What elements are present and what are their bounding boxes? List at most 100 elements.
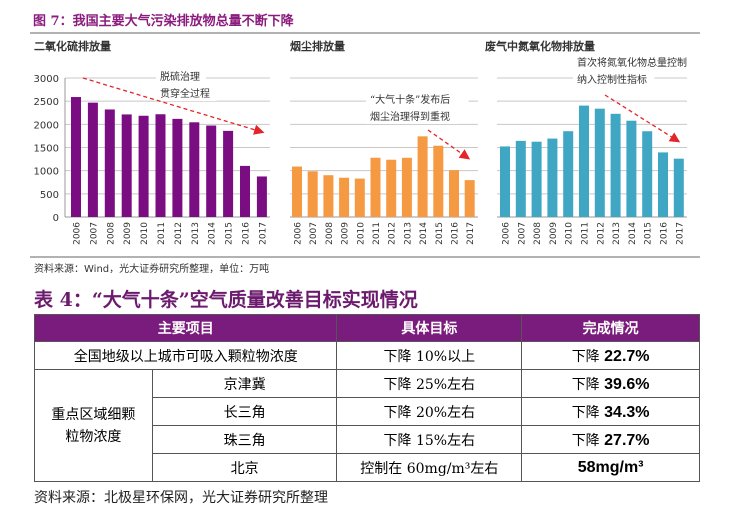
x-tick-label: 2015 <box>435 222 445 245</box>
bar-so2-2008 <box>104 109 115 217</box>
cell-group-label: 重点区域细颗粒物浓度 <box>34 369 153 482</box>
chart-title: 二氧化硫排放量 <box>34 39 111 53</box>
y-tick-label: 2500 <box>34 97 59 108</box>
bar-nox-2016 <box>658 152 668 217</box>
bar-dust-2008 <box>323 175 334 217</box>
x-tick-label: 2010 <box>356 222 366 245</box>
header-result: 完成情况 <box>521 314 700 342</box>
cell-item: 全国地级以上城市可吸入颗粒物浓度 <box>33 341 338 370</box>
x-tick-label: 2006 <box>294 222 304 245</box>
bar-nox-2010 <box>563 131 574 217</box>
x-tick-label: 2010 <box>140 222 150 245</box>
x-tick-label: 2009 <box>341 222 351 245</box>
header-target: 具体目标 <box>336 314 523 342</box>
table-row: 北京 控制在 60mg/m³左右 58mg/m³ <box>35 453 700 482</box>
bar-so2-2011 <box>155 114 166 217</box>
result-value: 39.6% <box>604 375 650 393</box>
bar-so2-2014 <box>206 125 217 217</box>
header-item: 主要项目 <box>33 314 338 342</box>
table-row: 长三角 下降 20%左右 下降 34.3% <box>35 397 700 426</box>
cell-target: 下降 15%左右 <box>336 425 523 454</box>
cell-target: 控制在 60mg/m³左右 <box>336 453 523 482</box>
x-tick-label: 2017 <box>466 222 476 245</box>
cell-result: 下降 39.6% <box>521 369 700 398</box>
table-row: 珠三角 下降 15%左右 下降 27.7% <box>35 425 700 454</box>
result-value: 27.7% <box>604 431 650 449</box>
x-tick-label: 2011 <box>581 222 591 245</box>
cell-result: 下降 22.7% <box>521 341 700 370</box>
cell-target: 下降 25%左右 <box>336 369 523 398</box>
x-tick-label: 2008 <box>106 222 116 245</box>
cell-result: 58mg/m³ <box>521 453 700 482</box>
table-title: 表 4：“大气十条”空气质量改善目标实现情况 <box>34 289 418 311</box>
chart-title: 烟尘排放量 <box>290 39 345 53</box>
result-prefix: 下降 <box>571 376 600 393</box>
bar-nox-2015 <box>642 131 653 217</box>
y-tick-label: 1500 <box>34 144 59 155</box>
trend-arrow <box>604 94 681 143</box>
y-tick-label: 500 <box>40 190 59 201</box>
figure-source: 资料来源：Wind，光大证券研究所整理，单位：万吨 <box>34 264 270 275</box>
bar-dust-2011 <box>370 157 381 217</box>
bar-dust-2009 <box>339 177 350 217</box>
trend-arrow <box>82 77 265 135</box>
cell-result: 下降 34.3% <box>521 397 700 426</box>
annotation-text: 纳入控制性指标 <box>577 73 647 86</box>
x-tick-label: 2011 <box>372 222 382 245</box>
bar-dust-2010 <box>354 178 365 217</box>
table-row: 重点区域细颗粒物浓度 京津冀 下降 25%左右 下降 39.6% <box>34 369 700 482</box>
annotation-bg <box>156 86 217 101</box>
emission-charts: 二氧化硫排放量 0 500 1000 1500 2000 2500 3000 2006 2007 2… <box>30 32 700 258</box>
x-tick-label: 2009 <box>123 222 133 245</box>
bar-so2-2015 <box>223 130 234 217</box>
x-tick-label: 2014 <box>419 222 429 245</box>
x-tick-label: 2014 <box>628 222 638 245</box>
annotation-text: “大气十条”发布后 <box>370 93 450 106</box>
bar-nox-2008 <box>531 141 542 217</box>
cell-target: 下降 20%左右 <box>336 397 523 426</box>
bar-dust-2012 <box>386 159 397 217</box>
x-tick-label: 2016 <box>660 222 670 245</box>
result-value: 34.3% <box>604 403 650 421</box>
y-tick-label: 1000 <box>34 167 59 178</box>
figure-title: 图 7：我国主要大气污染排放物总量不断下降 <box>33 10 294 29</box>
x-tick-label: 2012 <box>174 222 184 245</box>
result-prefix: 下降 <box>571 348 600 365</box>
result-value: 58mg/m³ <box>577 458 644 476</box>
x-tick-label: 2012 <box>596 222 606 245</box>
cell-result: 下降 27.7% <box>521 425 700 454</box>
result-value: 22.7% <box>604 347 650 365</box>
bar-so2-2013 <box>189 122 200 217</box>
bar-so2-2016 <box>240 165 250 217</box>
bar-so2-2010 <box>138 115 149 217</box>
annotation-text: 首次将氮氧化物总量控制 <box>577 56 687 69</box>
y-tick-label: 2000 <box>34 120 59 131</box>
x-tick-label: 2011 <box>157 222 167 245</box>
bar-dust-2006 <box>292 166 302 217</box>
bar-so2-2017 <box>256 176 267 217</box>
x-tick-label: 2013 <box>191 222 201 245</box>
table-header: 主要项目 具体目标 完成情况 <box>33 314 700 342</box>
bar-nox-2012 <box>594 108 605 217</box>
bar-nox-2009 <box>547 138 558 217</box>
bar-dust-2014 <box>417 136 428 217</box>
x-tick-label: 2013 <box>403 222 413 245</box>
x-tick-label: 2016 <box>451 222 461 245</box>
annotation-text: 脱硫治理 <box>160 70 200 83</box>
annotation-bg <box>366 109 458 124</box>
cell-region: 京津冀 <box>151 369 338 398</box>
x-tick-label: 2007 <box>309 222 319 245</box>
bar-nox-2017 <box>673 158 684 217</box>
cell-region: 北京 <box>151 453 338 482</box>
bar-nox-2011 <box>579 105 589 217</box>
table-source: 资料来源：北极星环保网，光大证券研究所整理 <box>34 490 328 506</box>
bar-so2-2007 <box>87 102 98 217</box>
x-tick-label: 2007 <box>517 222 527 245</box>
x-tick-label: 2017 <box>675 222 685 245</box>
bar-dust-2016 <box>449 170 459 217</box>
x-tick-label: 2006 <box>73 222 83 245</box>
annotation-bg <box>573 72 655 87</box>
bar-nox-2013 <box>610 113 621 217</box>
bar-dust-2017 <box>464 180 475 217</box>
bar-dust-2007 <box>307 171 318 217</box>
